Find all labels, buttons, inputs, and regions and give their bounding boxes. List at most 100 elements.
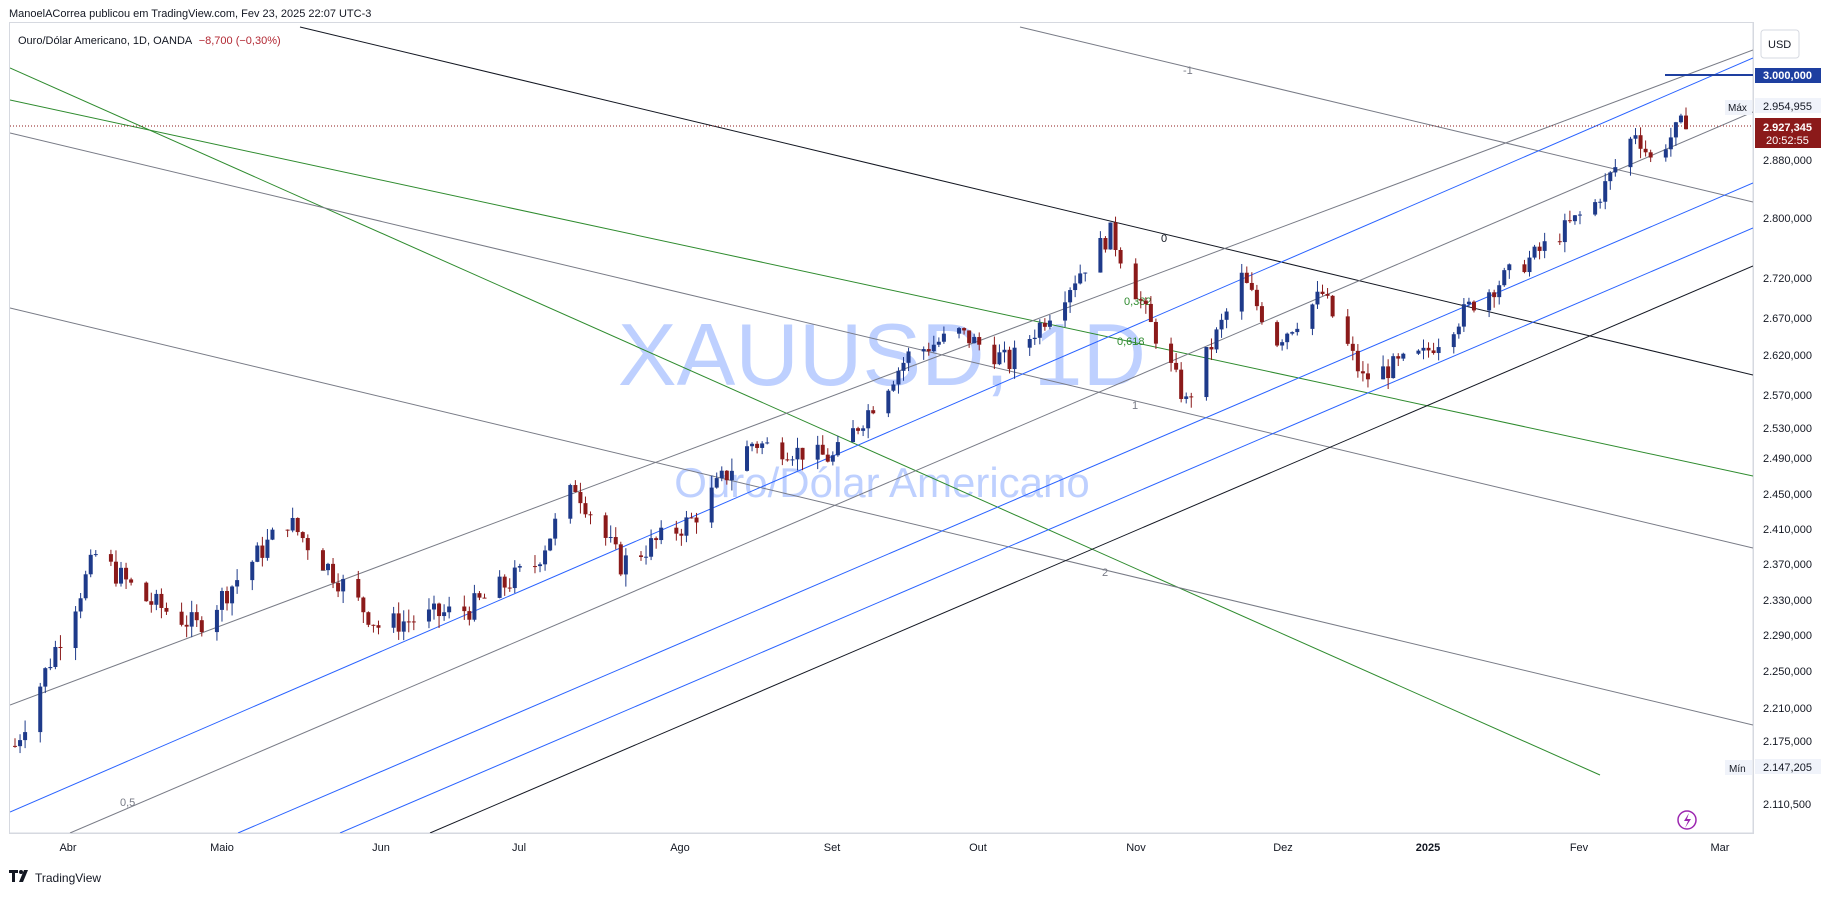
- candle-body: [1103, 238, 1108, 250]
- candle-body: [73, 611, 78, 649]
- symbol-description: Ouro/Dólar Americano, 1D, OANDA: [18, 35, 192, 47]
- candle-body: [613, 537, 618, 545]
- candle-body: [1451, 334, 1456, 348]
- candle-body: [154, 593, 159, 605]
- candle-body: [941, 333, 946, 342]
- candle-body: [659, 527, 664, 541]
- footer-brand[interactable]: TradingView: [9, 870, 101, 885]
- candle-body: [638, 555, 643, 557]
- fib-label-2: 2: [1102, 567, 1108, 579]
- candle-body: [1542, 241, 1547, 251]
- currency-label: USD: [1768, 39, 1791, 51]
- candle-body: [124, 567, 129, 580]
- alert-price-badge[interactable]: [1755, 68, 1821, 83]
- candle-body: [285, 529, 290, 531]
- candle-body: [1032, 337, 1037, 340]
- candle-body: [1562, 220, 1567, 243]
- candle-body: [1138, 299, 1143, 301]
- candle-body: [1598, 201, 1603, 203]
- candle-body: [260, 545, 265, 558]
- candle-body: [1108, 222, 1113, 250]
- x-tick-label: Maio: [210, 842, 234, 854]
- candle-body: [1169, 343, 1174, 363]
- channel-label-05: 0,5: [120, 797, 135, 809]
- fib-label-0618: 0,618: [1117, 336, 1145, 348]
- candle-body: [1532, 246, 1537, 258]
- candle-body: [709, 487, 714, 523]
- candle-body: [1068, 290, 1073, 303]
- candle-body: [18, 740, 23, 747]
- candle-body: [1280, 342, 1285, 346]
- fib-green-line-a: [10, 67, 1601, 776]
- candle-body: [1466, 301, 1471, 305]
- candle-body: [108, 554, 113, 562]
- candle-body: [689, 517, 694, 519]
- candle-body: [1133, 263, 1138, 300]
- y-tick-label: 2.800,000: [1763, 213, 1812, 225]
- candle-body: [1219, 319, 1224, 330]
- y-tick-label: 2.670,000: [1763, 313, 1812, 325]
- candle-body: [644, 556, 649, 558]
- candle-body: [1386, 366, 1391, 379]
- candle-body: [129, 579, 134, 583]
- candle-body: [1042, 322, 1047, 327]
- y-tick-label: 2.570,000: [1763, 390, 1812, 402]
- candle-body: [957, 328, 962, 334]
- candle-body: [1113, 222, 1118, 250]
- candle-body: [376, 625, 381, 628]
- candle-body: [255, 545, 260, 562]
- candle-body: [760, 443, 765, 448]
- candle-body: [780, 442, 785, 460]
- candle-body: [442, 612, 447, 617]
- y-tick-label: 2.410,000: [1763, 524, 1812, 536]
- candle-body: [472, 593, 477, 620]
- candle-body: [1471, 301, 1476, 311]
- candle-body: [623, 555, 628, 575]
- watermark-ticker: XAUUSD, 1D: [618, 305, 1146, 404]
- channel-blue-lower: [339, 227, 1753, 833]
- candle-body: [891, 384, 896, 391]
- y-tick-label: 2.330,000: [1763, 595, 1812, 607]
- candle-body: [88, 554, 93, 575]
- candle-body: [1027, 339, 1032, 348]
- candle-body: [477, 593, 482, 598]
- lightning-icon[interactable]: [1677, 810, 1697, 830]
- candle-body: [578, 491, 583, 504]
- candle-body: [1426, 347, 1431, 351]
- candle-body: [830, 455, 835, 462]
- candle-body: [361, 597, 366, 613]
- candle-body: [1285, 333, 1290, 343]
- candle-body: [189, 612, 194, 627]
- fib-one-line: [10, 132, 1753, 549]
- candle-body: [1663, 149, 1668, 158]
- min-badge-label: Mín: [1729, 764, 1746, 775]
- candle-body: [1668, 137, 1673, 150]
- candle-body: [1502, 270, 1507, 286]
- candle-body: [356, 578, 361, 598]
- candle-body: [391, 613, 396, 628]
- fib-zero-line: [299, 26, 1753, 376]
- candle-body: [1633, 135, 1638, 139]
- candle-body: [1179, 369, 1184, 399]
- candle-body: [1678, 115, 1683, 123]
- publisher-header: ManoelACorrea publicou em TradingView.co…: [9, 8, 372, 20]
- last-price-value: 2.927,345: [1763, 122, 1812, 134]
- candle-body: [219, 591, 224, 610]
- x-tick-label: 2025: [1416, 842, 1440, 854]
- candle-body: [1396, 356, 1401, 359]
- max-badge-label-bg: [1725, 100, 1752, 115]
- symbol-legend[interactable]: Ouro/Dólar Americano, 1D, OANDA −8,700 (…: [18, 35, 281, 47]
- candle-body: [1239, 272, 1244, 312]
- candle-body: [825, 454, 830, 462]
- time-axis-labels: Abr Maio Jun Jul Ago Set Out Nov Dez 2025 Fev Mar: [59, 842, 1729, 854]
- candle-body: [1118, 249, 1123, 264]
- currency-button[interactable]: [1760, 29, 1800, 59]
- candle-body: [1577, 214, 1582, 216]
- channel-upper-gray: [10, 49, 1753, 706]
- candle-body: [820, 444, 825, 455]
- x-tick-label: Dez: [1273, 842, 1293, 854]
- candle-body: [366, 612, 371, 625]
- candle-body: [583, 503, 588, 515]
- candle-body: [331, 563, 336, 583]
